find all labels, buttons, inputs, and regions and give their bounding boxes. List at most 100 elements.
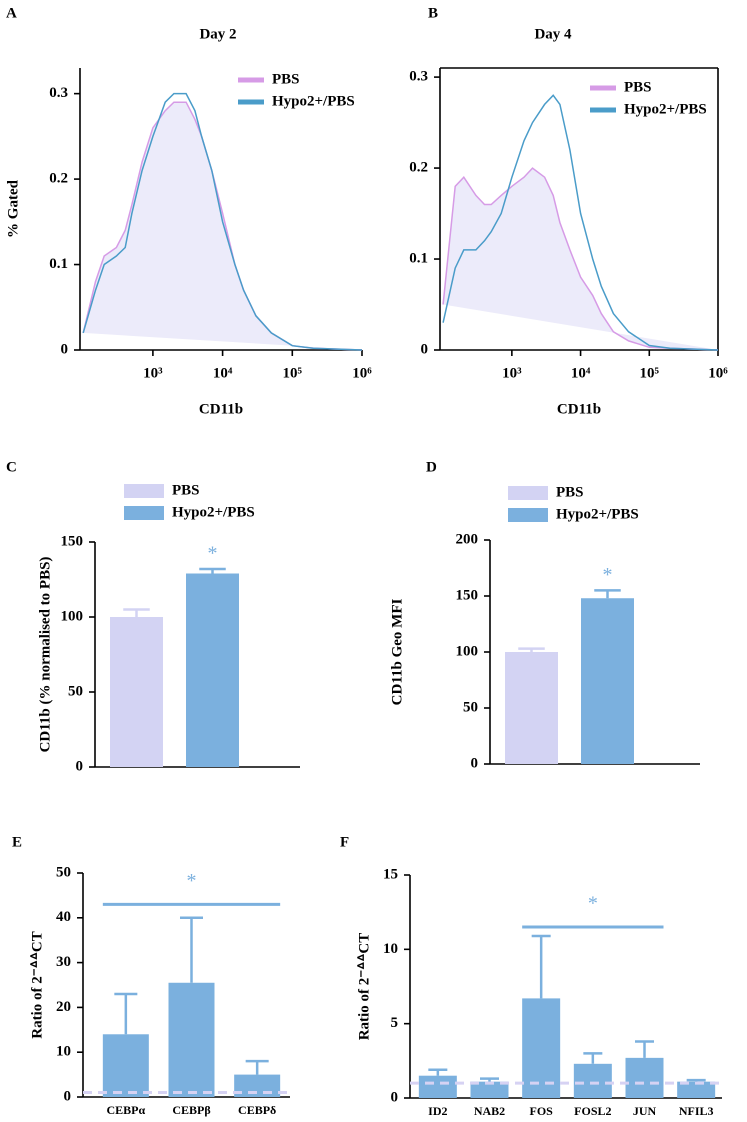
error-bar bbox=[480, 1077, 499, 1082]
x-tick-label: 10³ bbox=[502, 365, 522, 381]
error-bar bbox=[123, 608, 150, 617]
significance-mark: * bbox=[588, 893, 598, 915]
y-tick-label: 15 bbox=[383, 866, 398, 882]
bar bbox=[418, 1075, 457, 1098]
error-bar bbox=[245, 1059, 269, 1075]
panel-letter: A bbox=[6, 5, 17, 21]
x-tick-label: 10⁴ bbox=[213, 365, 233, 381]
x-tick-label: NFIL3 bbox=[679, 1104, 714, 1118]
y-axis-label: CD11b Geo MFI bbox=[389, 599, 405, 706]
legend-swatch bbox=[124, 506, 164, 520]
significance-mark: * bbox=[603, 564, 613, 586]
bar bbox=[581, 598, 634, 764]
error-bar bbox=[594, 589, 621, 599]
legend-label: Hypo2+/PBS bbox=[556, 506, 639, 522]
y-tick-label: 0.2 bbox=[49, 171, 68, 187]
y-tick-label: 0.1 bbox=[409, 250, 428, 266]
y-tick-label: 0 bbox=[64, 1088, 72, 1104]
line bbox=[442, 94, 719, 351]
legend-label: PBS bbox=[172, 482, 200, 498]
error-bar bbox=[686, 1078, 706, 1082]
y-axis-label: Ratio of 2⁻ᐞᐞCT bbox=[29, 931, 45, 1039]
panel-letter: D bbox=[426, 459, 437, 475]
significance-mark: * bbox=[208, 543, 218, 565]
bar bbox=[505, 652, 558, 764]
panel-letter: C bbox=[6, 459, 17, 475]
y-tick-label: 200 bbox=[456, 531, 479, 547]
y-tick-label: 5 bbox=[391, 1015, 399, 1031]
y-tick-label: 0.3 bbox=[49, 85, 68, 101]
y-tick-label: 0 bbox=[471, 755, 479, 771]
y-tick-label: 100 bbox=[61, 608, 84, 624]
y-tick-label: 40 bbox=[56, 909, 71, 925]
legend-label: Hypo2+/PBS bbox=[272, 93, 355, 109]
panel-letter: B bbox=[428, 5, 438, 21]
area bbox=[83, 102, 362, 350]
y-tick-label: 50 bbox=[56, 864, 71, 880]
x-tick-label: CEBPβ bbox=[172, 1103, 210, 1117]
error-bar bbox=[180, 916, 203, 983]
line bbox=[442, 167, 719, 351]
error-bar bbox=[428, 1068, 448, 1076]
bar bbox=[110, 617, 163, 767]
y-tick-label: 0 bbox=[421, 341, 429, 357]
y-tick-label: 0 bbox=[76, 758, 84, 774]
x-tick-label: 10³ bbox=[143, 365, 163, 381]
line bbox=[82, 92, 363, 351]
error-bar bbox=[199, 567, 226, 574]
y-tick-label: 10 bbox=[383, 941, 398, 957]
y-tick-label: 150 bbox=[456, 587, 479, 603]
panel-letter: F bbox=[340, 834, 349, 850]
x-tick-label: CEBPα bbox=[106, 1103, 145, 1117]
legend-label: PBS bbox=[272, 71, 300, 87]
y-axis-label: Ratio of 2⁻ᐞᐞCT bbox=[356, 933, 372, 1041]
y-tick-label: 100 bbox=[456, 643, 479, 659]
x-tick-label: ID2 bbox=[428, 1104, 447, 1118]
error-bar bbox=[518, 647, 545, 652]
y-axis-label: CD11b (% normalised to PBS) bbox=[37, 557, 53, 753]
x-tick-label: 10⁴ bbox=[571, 365, 591, 381]
bar bbox=[625, 1057, 664, 1098]
x-tick-label: JUN bbox=[633, 1104, 657, 1118]
y-tick-label: 0.1 bbox=[49, 256, 68, 272]
y-tick-label: 0 bbox=[61, 341, 69, 357]
chart-title: Day 2 bbox=[199, 26, 236, 42]
error-bar bbox=[531, 934, 551, 999]
legend-swatch bbox=[508, 486, 548, 500]
x-tick-label: 10⁵ bbox=[283, 365, 303, 381]
y-tick-label: 20 bbox=[56, 999, 71, 1015]
legend-swatch bbox=[124, 484, 164, 498]
bar bbox=[168, 982, 215, 1097]
bar bbox=[573, 1063, 612, 1098]
bar bbox=[186, 573, 239, 767]
x-tick-label: FOS bbox=[529, 1104, 553, 1118]
x-tick-label: 10⁵ bbox=[640, 365, 660, 381]
y-tick-label: 150 bbox=[61, 533, 84, 549]
legend-label: Hypo2+/PBS bbox=[172, 504, 255, 520]
x-tick-label: 10⁶ bbox=[352, 365, 372, 381]
y-tick-label: 0 bbox=[391, 1089, 399, 1105]
y-tick-label: 50 bbox=[68, 683, 83, 699]
x-tick-label: NAB2 bbox=[474, 1104, 505, 1118]
y-tick-label: 10 bbox=[56, 1044, 71, 1060]
error-bar bbox=[114, 992, 138, 1035]
x-tick-label: CEBPδ bbox=[238, 1103, 276, 1117]
panel-letter: E bbox=[12, 834, 22, 850]
error-bar bbox=[635, 1040, 654, 1058]
y-tick-label: 0.3 bbox=[409, 69, 428, 85]
y-tick-label: 30 bbox=[56, 954, 71, 970]
chart-title: Day 4 bbox=[534, 26, 572, 42]
y-axis-label: % Gated bbox=[5, 179, 21, 238]
bar bbox=[677, 1081, 716, 1098]
x-axis-label: CD11b bbox=[557, 401, 601, 417]
error-bar bbox=[583, 1052, 603, 1064]
x-tick-label: FOSL2 bbox=[574, 1104, 611, 1118]
legend-swatch bbox=[508, 508, 548, 522]
x-tick-label: 10⁶ bbox=[708, 365, 728, 381]
area bbox=[443, 168, 718, 350]
bar bbox=[522, 998, 561, 1098]
legend-label: Hypo2+/PBS bbox=[624, 101, 707, 117]
bar bbox=[470, 1081, 509, 1098]
